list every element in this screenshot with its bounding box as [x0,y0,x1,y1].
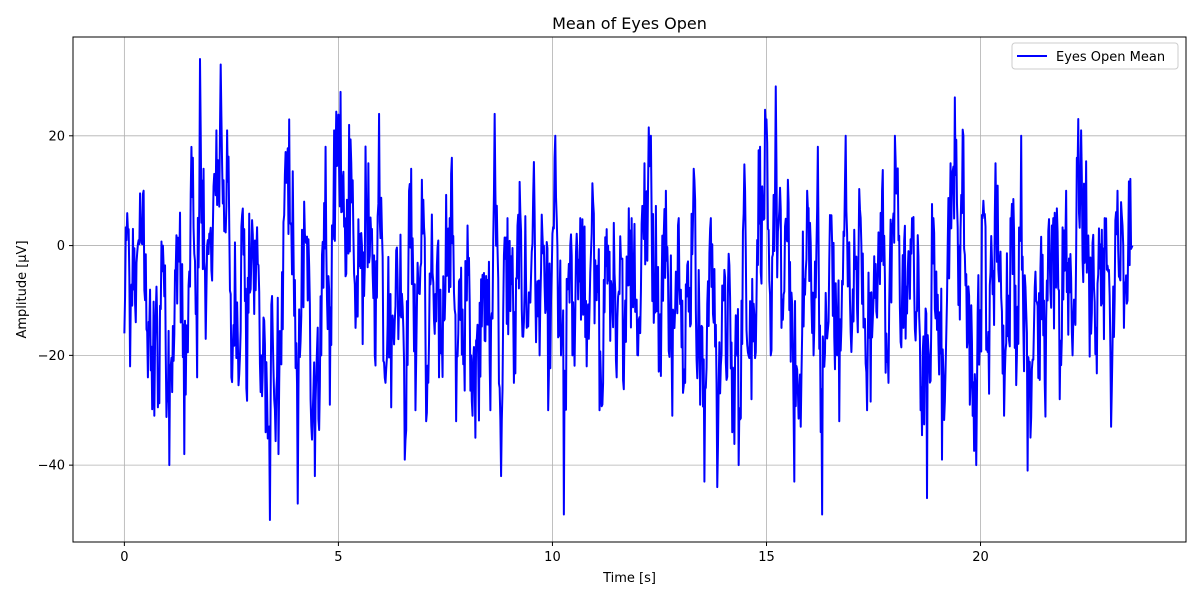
legend-box [1011,42,1179,70]
x-tick-label: 20 [972,550,989,565]
x-axis-label: Time [s] [602,571,656,586]
x-tick-label: 5 [334,550,342,565]
y-tick-label: −40 [38,459,65,474]
series-layer [123,57,1134,522]
y-axis-label: Amplitude [µV] [15,240,30,338]
axis-ticks: 0 5 10 15 20 −40 −20 0 20 [38,129,989,565]
plot-frame [72,36,1187,543]
y-tick-label: 20 [48,129,65,144]
grid-lines [73,37,1186,542]
x-tick-label: 15 [758,550,775,565]
series-line-eyes-open-mean [123,57,1134,522]
x-tick-label: 10 [544,550,561,565]
chart-title: Mean of Eyes Open [552,14,707,33]
y-tick-label: 0 [57,239,65,254]
x-tick-label: 0 [120,550,128,565]
legend: Eyes Open Mean [1011,42,1179,70]
y-tick-label: −20 [38,349,65,364]
legend-label: Eyes Open Mean [1056,50,1165,65]
